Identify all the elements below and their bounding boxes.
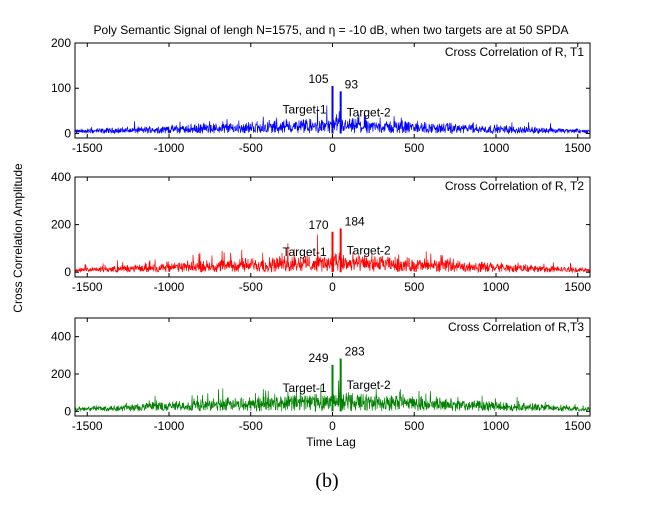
y-tick-label: 200 bbox=[51, 36, 71, 50]
x-tick-label: 500 bbox=[404, 141, 424, 155]
peak-value-label: 184 bbox=[345, 214, 365, 228]
x-tick-label: 0 bbox=[329, 280, 336, 294]
x-tick-label: -500 bbox=[239, 419, 263, 433]
x-tick-label: -500 bbox=[239, 141, 263, 155]
x-tick-label: 1000 bbox=[483, 141, 510, 155]
peak-value-label: 283 bbox=[345, 345, 365, 359]
x-tick-label: 1500 bbox=[564, 280, 591, 294]
target-label: Target-2 bbox=[347, 378, 391, 392]
x-tick-label: 0 bbox=[329, 419, 336, 433]
y-axis-label: Cross Correlation Amplitude bbox=[11, 163, 25, 313]
peak-value-label: 249 bbox=[308, 351, 328, 365]
target-label: Target-1 bbox=[282, 381, 326, 395]
y-tick-label: 400 bbox=[51, 170, 71, 184]
panel-label: Cross Correlation of R, T1 bbox=[445, 45, 584, 59]
target-label: Target-1 bbox=[282, 245, 326, 259]
peak-value-label: 170 bbox=[308, 218, 328, 232]
y-tick-label: 200 bbox=[51, 367, 71, 381]
y-tick-label: 0 bbox=[64, 126, 71, 140]
y-tick-label: 200 bbox=[51, 218, 71, 232]
x-axis-label: Time Lag bbox=[306, 435, 356, 449]
panel-1: 105 Target-1 93 Target-2 Cross Correlation o… bbox=[51, 36, 591, 155]
y-tick-label: 100 bbox=[51, 81, 71, 95]
x-tick-label: -1000 bbox=[154, 419, 185, 433]
figure-title: Poly Semantic Signal of lengh N=1575, an… bbox=[94, 23, 569, 37]
y-tick-label: 0 bbox=[64, 404, 71, 418]
x-tick-label: -1000 bbox=[154, 280, 185, 294]
figure-caption: (b) bbox=[315, 470, 339, 492]
panel-label: Cross Correlation of R, T2 bbox=[445, 179, 584, 193]
x-tick-label: -1500 bbox=[72, 419, 103, 433]
panel-label: Cross Correlation of R,T3 bbox=[448, 320, 584, 334]
target-label: Target-2 bbox=[347, 105, 391, 119]
panel-2: 170 Target-1 184 Target-2 Cross Correlation … bbox=[51, 170, 591, 294]
x-tick-label: -1000 bbox=[154, 141, 185, 155]
x-tick-label: 1000 bbox=[483, 419, 510, 433]
target-label: Target-2 bbox=[347, 243, 391, 257]
x-tick-label: 500 bbox=[404, 280, 424, 294]
y-tick-label: 400 bbox=[51, 330, 71, 344]
x-tick-label: 1500 bbox=[564, 141, 591, 155]
peak-value-label: 93 bbox=[345, 77, 359, 91]
x-tick-label: 1500 bbox=[564, 419, 591, 433]
panel-3: 249 Target-1 283 Target-2 Cross Correlation … bbox=[51, 317, 591, 433]
x-tick-label: 1000 bbox=[483, 280, 510, 294]
x-tick-label: -1500 bbox=[72, 280, 103, 294]
target-label: Target-1 bbox=[282, 103, 326, 117]
x-tick-label: -500 bbox=[239, 280, 263, 294]
peak-value-label: 105 bbox=[308, 72, 328, 86]
x-tick-label: 0 bbox=[329, 141, 336, 155]
x-tick-label: 500 bbox=[404, 419, 424, 433]
x-tick-label: -1500 bbox=[72, 141, 103, 155]
y-tick-label: 0 bbox=[64, 265, 71, 279]
